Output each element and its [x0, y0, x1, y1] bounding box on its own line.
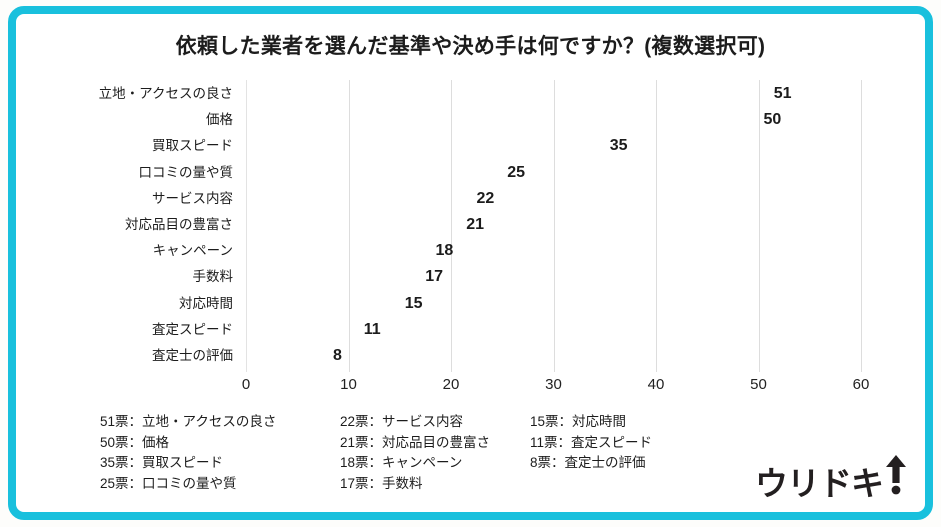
bar-value-label: 25	[507, 163, 526, 181]
category-label: 査定スピード	[152, 321, 233, 337]
gridline-50	[758, 80, 760, 372]
legend-item: 50票：価格	[100, 434, 170, 450]
bar[interactable]: 51	[246, 84, 792, 104]
gridline-60	[861, 80, 862, 372]
legend-column-1: 51票：立地・アクセスの良さ 50票：価格 35票：買取スピード 25票：口コミの量や…	[100, 412, 340, 494]
legend-item: 11票：査定スピード	[530, 434, 653, 450]
category-label: 価格	[206, 112, 233, 128]
gridline-30	[553, 80, 555, 372]
plot-area: 0 10 20 30 40 50 60 51 50 35 25 22 21 18 17 15 11 8 立地・ア…	[99, 80, 869, 393]
gridline-40	[656, 80, 657, 372]
bar-value-label: 18	[435, 242, 454, 260]
category-label: 対応時間	[179, 295, 233, 311]
bar[interactable]: 15	[246, 294, 423, 314]
category-label: キャンペーン	[152, 243, 233, 259]
category-label: 査定士の評価	[152, 348, 233, 363]
bar[interactable]: 22	[246, 189, 495, 209]
bar[interactable]: 11	[246, 320, 381, 340]
x-tick-label-0: 0	[241, 376, 251, 393]
legend-item: 51票：立地・アクセスの良さ	[100, 414, 277, 429]
legend-block: 51票：立地・アクセスの良さ 50票：価格 35票：買取スピード 25票：口コミの量や…	[100, 412, 710, 494]
gridline-0	[246, 80, 247, 372]
legend-column-2: 22票：サービス内容 21票：対応品目の豊富さ 18票：キャンペーン 17票：手数料	[340, 412, 530, 494]
arrow-up-exclamation-icon	[885, 455, 907, 500]
legend-item: 8票：査定士の評価	[530, 455, 646, 470]
legend-item: 35票：買取スピード	[100, 455, 224, 470]
x-tick-label-60: 60	[852, 376, 870, 393]
x-tick-label-30: 30	[545, 376, 562, 393]
bar-value-label: 22	[476, 189, 495, 207]
bar-value-label: 35	[609, 137, 628, 155]
chart-frame: 依頼した業者を選んだ基準や決め手は何ですか？(複数選択可) 0 10 20 30 40 5…	[8, 6, 933, 520]
bar-value-label: 51	[773, 85, 792, 102]
bar[interactable]: 50	[246, 110, 782, 130]
gridline-10	[348, 80, 350, 372]
legend-item: 18票：キャンペーン	[340, 455, 463, 470]
bar-value-label: 15	[404, 294, 423, 312]
brand-logo: ウリドキ	[755, 455, 907, 500]
chart-title: 依頼した業者を選んだ基準や決め手は何ですか？(複数選択可)	[175, 35, 766, 58]
x-tick-label-20: 20	[442, 376, 460, 393]
bar[interactable]: 18	[246, 241, 454, 261]
category-label: 手数料	[192, 269, 234, 285]
x-tick-label-50: 50	[750, 376, 767, 393]
category-label: 立地・アクセスの良さ	[98, 86, 233, 101]
category-label: 買取スピード	[152, 138, 233, 154]
bar[interactable]: 25	[246, 163, 525, 183]
x-tick-label-40: 40	[647, 376, 665, 393]
category-label: サービス内容	[152, 190, 233, 206]
legend-item: 25票：口コミの量や質	[100, 475, 237, 491]
legend-item: 15票：対応時間	[530, 414, 627, 429]
bar-value-label: 21	[466, 216, 485, 233]
bar[interactable]: 8	[246, 346, 342, 366]
gridline-20	[451, 80, 452, 372]
bar[interactable]: 17	[246, 267, 443, 287]
bar-value-label: 50	[763, 111, 782, 129]
bar[interactable]: 21	[246, 215, 484, 235]
legend-column-3: 15票：対応時間 11票：査定スピード 8票：査定士の評価	[530, 412, 710, 494]
legend-item: 21票：対応品目の豊富さ	[340, 434, 491, 450]
bar[interactable]: 35	[246, 136, 628, 156]
category-label: 口コミの量や質	[138, 164, 234, 180]
bar-value-label: 11	[363, 320, 381, 338]
bar-value-label: 17	[425, 268, 444, 286]
x-tick-label-10: 10	[340, 376, 357, 393]
brand-logo-text: ウリドキ	[755, 465, 884, 502]
legend-item: 22票：サービス内容	[340, 414, 464, 429]
legend-item: 17票：手数料	[340, 475, 423, 491]
category-label: 対応品目の豊富さ	[125, 217, 233, 232]
bar-value-label: 8	[333, 347, 342, 364]
